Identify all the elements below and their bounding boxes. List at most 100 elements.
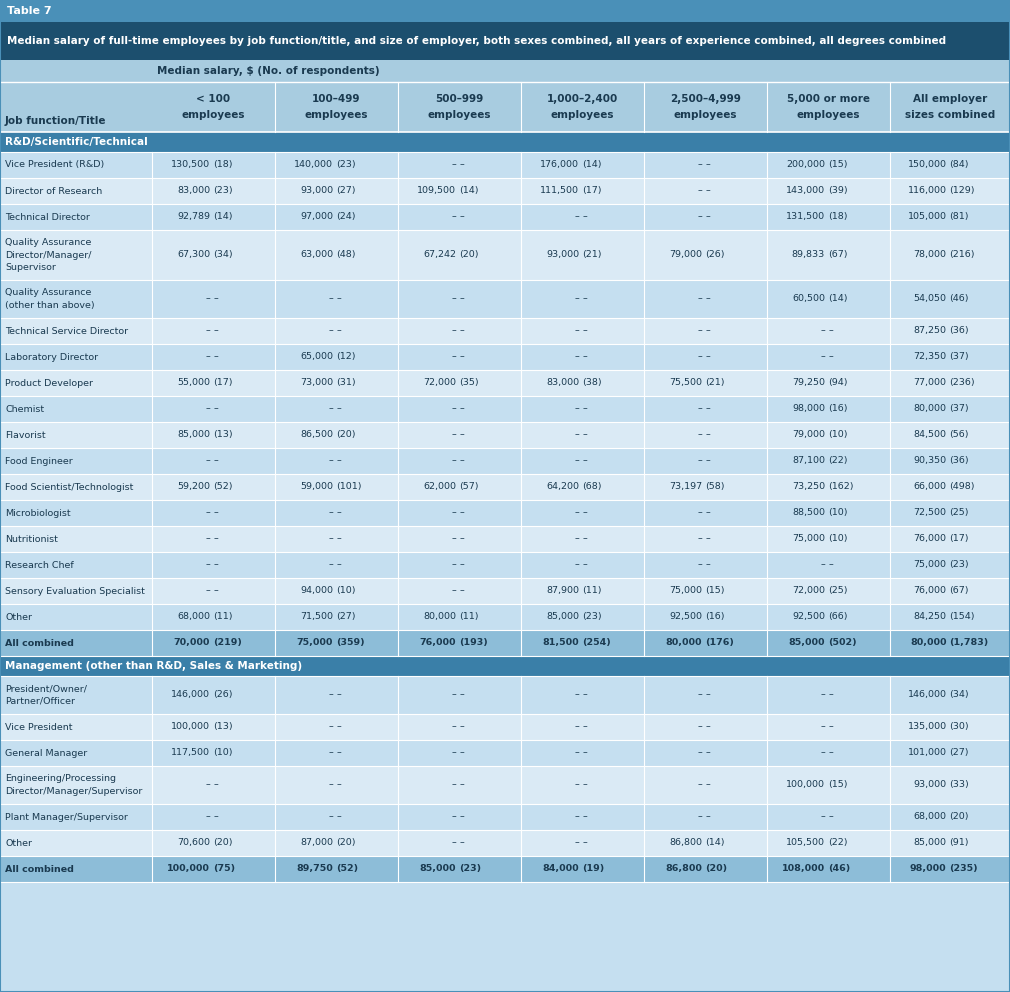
Text: –: –: [705, 749, 710, 758]
Text: employees: employees: [305, 110, 369, 120]
Text: 72,000: 72,000: [792, 586, 825, 595]
Text: –: –: [451, 212, 457, 221]
Bar: [0, 396, 1010, 422]
Text: (17): (17): [213, 379, 232, 388]
Text: 64,200: 64,200: [546, 482, 579, 491]
Text: –: –: [575, 405, 579, 414]
Text: (75): (75): [213, 864, 235, 874]
Text: –: –: [582, 690, 587, 699]
Text: 78,000: 78,000: [914, 251, 946, 260]
Bar: [0, 370, 1010, 396]
Text: (11): (11): [213, 612, 232, 622]
Text: 86,500: 86,500: [300, 431, 333, 439]
Text: 100,000: 100,000: [168, 864, 210, 874]
Text: (25): (25): [828, 586, 847, 595]
Text: 105,000: 105,000: [908, 212, 946, 221]
Text: 89,750: 89,750: [296, 864, 333, 874]
Text: (23): (23): [582, 612, 602, 622]
Text: (other than above): (other than above): [5, 301, 95, 310]
Text: (22): (22): [828, 838, 847, 847]
Text: –: –: [582, 749, 587, 758]
Text: –: –: [828, 352, 833, 361]
Text: All combined: All combined: [5, 864, 74, 874]
Text: –: –: [459, 722, 464, 731]
Text: (81): (81): [949, 212, 970, 221]
Text: (46): (46): [949, 295, 970, 304]
Text: –: –: [205, 509, 210, 518]
Bar: [0, 60, 1010, 132]
Text: (162): (162): [828, 482, 853, 491]
Text: 73,197: 73,197: [669, 482, 702, 491]
Text: –: –: [336, 749, 340, 758]
Text: (129): (129): [949, 186, 975, 195]
Text: –: –: [697, 431, 702, 439]
Text: –: –: [213, 295, 218, 304]
Text: (19): (19): [582, 864, 604, 874]
Text: Technical Service Director: Technical Service Director: [5, 326, 128, 335]
Text: 62,000: 62,000: [423, 482, 457, 491]
Text: –: –: [575, 812, 579, 821]
Text: 93,000: 93,000: [913, 781, 946, 790]
Bar: [0, 552, 1010, 578]
Text: 87,900: 87,900: [546, 586, 579, 595]
Text: (10): (10): [828, 535, 847, 544]
Text: –: –: [705, 186, 710, 195]
Text: 68,000: 68,000: [914, 812, 946, 821]
Text: 75,000: 75,000: [297, 639, 333, 648]
Text: –: –: [582, 326, 587, 335]
Text: –: –: [336, 405, 340, 414]
Text: (15): (15): [705, 586, 724, 595]
Text: –: –: [575, 690, 579, 699]
Bar: [0, 578, 1010, 604]
Bar: [0, 204, 1010, 230]
Bar: [0, 0, 1010, 22]
Text: –: –: [582, 535, 587, 544]
Text: –: –: [336, 690, 340, 699]
Text: –: –: [575, 535, 579, 544]
Text: (17): (17): [949, 535, 970, 544]
Text: 130,500: 130,500: [171, 161, 210, 170]
Text: –: –: [459, 352, 464, 361]
Text: –: –: [697, 509, 702, 518]
Text: 88,500: 88,500: [792, 509, 825, 518]
Text: (14): (14): [459, 186, 479, 195]
Text: President/Owner/: President/Owner/: [5, 684, 87, 693]
Text: 77,000: 77,000: [914, 379, 946, 388]
Text: –: –: [575, 722, 579, 731]
Text: –: –: [459, 295, 464, 304]
Text: –: –: [459, 326, 464, 335]
Text: 200,000: 200,000: [786, 161, 825, 170]
Text: (219): (219): [213, 639, 242, 648]
Text: –: –: [213, 352, 218, 361]
Text: –: –: [582, 456, 587, 465]
Text: 131,500: 131,500: [786, 212, 825, 221]
Text: –: –: [697, 456, 702, 465]
Text: –: –: [459, 405, 464, 414]
Text: 2,500–4,999: 2,500–4,999: [670, 93, 741, 104]
Text: Research Chef: Research Chef: [5, 560, 74, 569]
Text: –: –: [705, 781, 710, 790]
Text: –: –: [575, 352, 579, 361]
Text: (37): (37): [949, 352, 970, 361]
Text: (21): (21): [582, 251, 602, 260]
Text: 93,000: 93,000: [300, 186, 333, 195]
Text: –: –: [705, 352, 710, 361]
Text: –: –: [575, 212, 579, 221]
Text: –: –: [451, 586, 457, 595]
Text: 146,000: 146,000: [171, 690, 210, 699]
Text: –: –: [697, 405, 702, 414]
Bar: [0, 230, 1010, 280]
Text: 54,050: 54,050: [914, 295, 946, 304]
Text: 93,000: 93,000: [546, 251, 579, 260]
Text: –: –: [705, 509, 710, 518]
Text: Quality Assurance: Quality Assurance: [5, 238, 91, 247]
Bar: [0, 604, 1010, 630]
Text: 73,000: 73,000: [300, 379, 333, 388]
Text: 87,100: 87,100: [792, 456, 825, 465]
Text: (1,783): (1,783): [949, 639, 989, 648]
Text: –: –: [328, 456, 333, 465]
Text: Food Engineer: Food Engineer: [5, 456, 73, 465]
Text: (20): (20): [949, 812, 970, 821]
Text: –: –: [336, 560, 340, 569]
Text: –: –: [575, 456, 579, 465]
